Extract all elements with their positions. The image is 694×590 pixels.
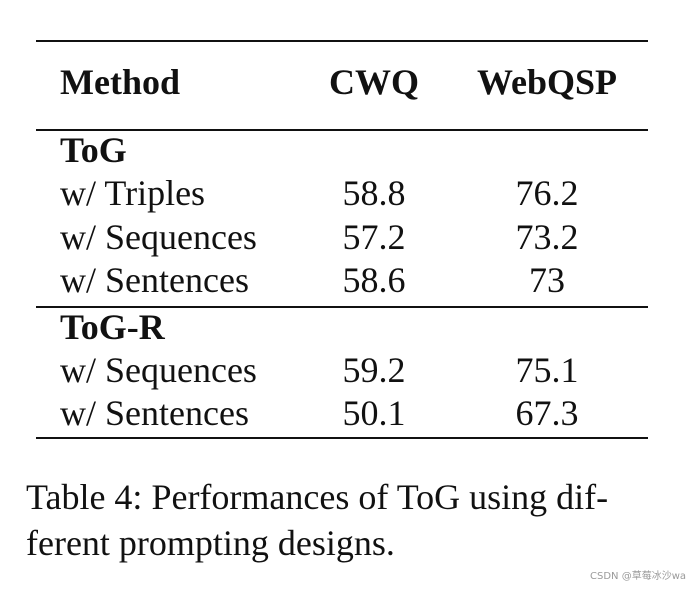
row-webqsp: 73.2 — [515, 217, 579, 257]
row-method: w/ Triples — [60, 173, 206, 213]
table-header-rule — [36, 129, 648, 131]
caption-line-2: ferent prompting designs. — [26, 523, 395, 563]
group-label-tog-r: ToG-R — [60, 307, 165, 347]
row-cwq: 57.2 — [342, 217, 406, 257]
caption-line-1: Table 4: Performances of ToG using dif- — [26, 477, 609, 517]
group-label-tog: ToG — [60, 130, 127, 170]
row-method: w/ Sequences — [60, 350, 257, 390]
header-cwq: CWQ — [329, 62, 419, 102]
row-method: w/ Sentences — [60, 393, 249, 433]
row-webqsp: 73 — [529, 260, 565, 300]
row-method: w/ Sentences — [60, 260, 249, 300]
table-top-rule — [36, 40, 648, 42]
watermark: CSDN @草莓冰沙wa — [590, 571, 686, 582]
table-bottom-rule — [36, 437, 648, 439]
header-method: Method — [60, 62, 180, 102]
row-cwq: 58.8 — [342, 173, 406, 213]
table-group-rule — [36, 306, 648, 308]
row-cwq: 58.6 — [342, 260, 406, 300]
row-webqsp: 75.1 — [515, 350, 579, 390]
table-caption: Table 4: Performances of ToG using dif- … — [26, 474, 676, 566]
row-method: w/ Sequences — [60, 217, 257, 257]
row-cwq: 50.1 — [342, 393, 406, 433]
row-webqsp: 67.3 — [515, 393, 579, 433]
row-webqsp: 76.2 — [515, 173, 579, 213]
header-webqsp: WebQSP — [476, 62, 618, 102]
row-cwq: 59.2 — [342, 350, 406, 390]
